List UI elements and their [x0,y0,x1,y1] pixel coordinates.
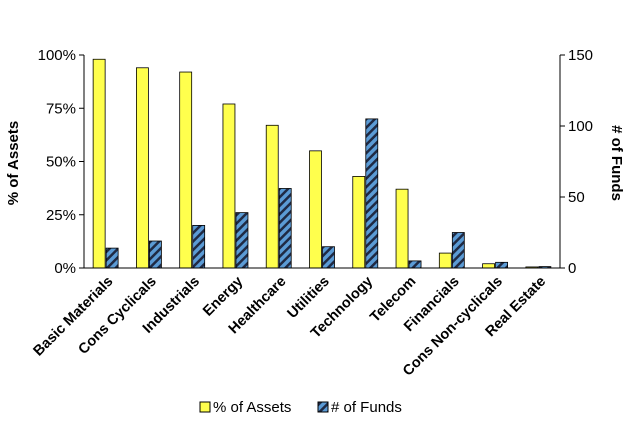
right-tick-label: 0 [568,260,576,277]
bar-assets [438,252,452,269]
bar-funds [149,240,162,269]
bar-assets [179,71,193,269]
left-tick-label: 0% [54,260,76,277]
bar-funds [495,261,508,269]
legend-label-funds: # of Funds [331,399,402,416]
left-tick-label: 50% [46,154,76,171]
bar-funds [235,212,249,269]
legend-swatch-assets [199,401,211,413]
bar-funds [105,247,119,269]
right-tick-label: 100 [568,118,593,135]
bar-funds [278,188,292,269]
right-axis-title: # of Funds [608,125,625,201]
bar-assets [352,176,366,269]
legend-label-assets: % of Assets [213,399,291,416]
bar-funds [408,260,422,269]
bar-assets [136,67,149,269]
left-tick-label: 75% [46,100,76,117]
left-tick-label: 25% [46,207,76,224]
bar-assets [482,263,495,269]
bar-assets [309,150,322,269]
right-ticks-group: 0 50 100 150 [560,47,593,277]
bar-funds [451,232,465,269]
bar-funds [322,246,335,269]
left-ticks-group: 0% 25% 50% 75% 100% [38,47,84,277]
category-label: Cons Cyclicals [75,274,159,358]
left-axis-title: % of Assets [5,121,22,205]
bar-funds [192,224,206,269]
right-tick-label: 50 [568,189,585,206]
bar-assets [395,188,409,269]
bars-group [92,58,552,269]
category-label: Basic Materials [30,274,116,360]
left-tick-label: 100% [38,47,76,64]
legend: % of Assets # of Funds [199,399,402,416]
bar-assets [92,58,106,269]
bar-assets [265,124,279,269]
right-tick-label: 150 [568,47,593,64]
bar-assets [222,103,236,269]
legend-swatch-funds [317,401,329,413]
bar-funds [365,118,379,269]
